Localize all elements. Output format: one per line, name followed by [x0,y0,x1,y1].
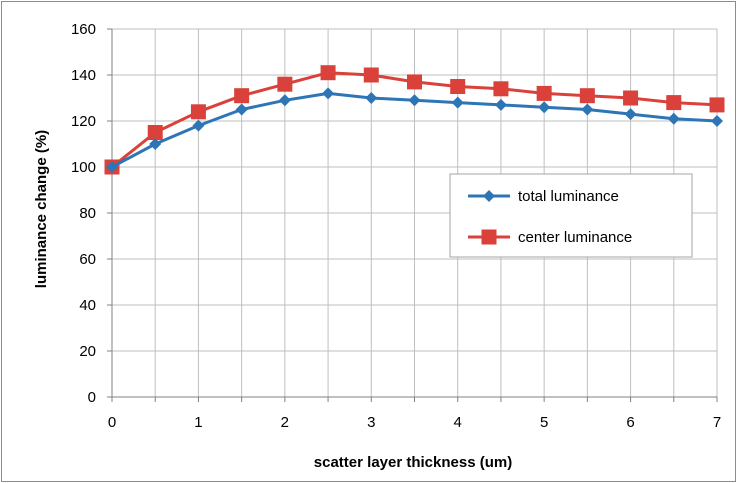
data-point [579,88,595,104]
data-point [494,98,507,111]
data-point [106,161,118,173]
data-point [451,96,464,109]
data-point [365,92,378,104]
legend-swatch-marker [483,190,495,202]
data-point [277,76,293,92]
data-point [624,108,637,121]
x-tick-label: 2 [281,414,289,431]
data-point [407,74,422,90]
data-point [493,81,509,97]
data-point [322,87,335,100]
y-tick-label: 0 [88,389,96,406]
y-tick-label: 40 [79,297,96,314]
y-tick-labels: 0 20 40 60 80 100 120 140 160 [71,21,96,406]
data-point [149,138,162,150]
legend-swatch-marker [481,229,497,245]
y-tick-label: 20 [79,343,96,360]
x-axis-title: scatter layer thickness (um) [314,454,512,471]
data-point [320,65,336,81]
y-tick-label: 60 [79,251,96,268]
data-point [278,94,291,107]
data-point [408,94,421,107]
data-point [711,115,723,127]
data-point [190,104,206,120]
data-point [363,67,379,83]
data-series [104,65,725,175]
series-total-luminance [106,87,723,173]
series-center-luminance [104,65,725,175]
y-tick-label: 100 [71,159,96,176]
data-point [234,88,250,104]
data-point [709,97,725,113]
axes [107,28,718,402]
x-tick-label: 0 [108,414,116,431]
legend-label: total luminance [518,188,619,205]
data-point [581,103,594,116]
x-tick-label: 1 [194,414,202,431]
data-point [623,90,639,106]
data-point [235,103,248,116]
legend-item: center luminance [468,229,632,246]
y-tick-label: 140 [71,67,96,84]
y-tick-label: 80 [79,205,96,222]
x-tick-label: 6 [626,414,634,431]
x-tick-label: 5 [540,414,548,431]
y-tick-label: 160 [71,21,96,38]
data-point [147,125,163,140]
legend-label: center luminance [518,229,632,246]
x-tick-label: 7 [713,414,721,431]
data-point [450,79,466,94]
y-tick-label: 120 [71,113,96,130]
data-point [192,119,205,132]
y-axis-title: luminance change (%) [33,130,50,288]
x-tick-label: 3 [367,414,375,431]
x-tick-label: 4 [454,414,462,431]
data-point [667,112,680,125]
data-point [666,95,682,111]
data-point [536,85,552,101]
x-tick-labels: 0 1 2 3 4 5 6 7 [108,414,721,431]
legend: total luminance center luminance [449,173,693,258]
legend-item: total luminance [468,188,619,205]
data-point [538,101,551,114]
